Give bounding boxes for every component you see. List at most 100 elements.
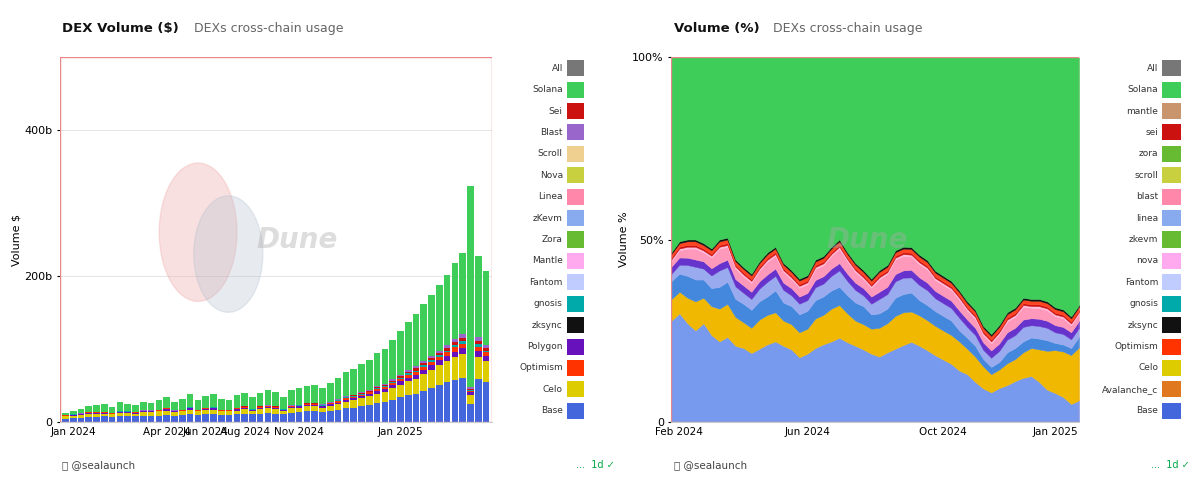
Bar bbox=[436, 365, 442, 385]
Bar bbox=[1162, 317, 1181, 333]
Bar bbox=[381, 389, 388, 392]
Bar bbox=[265, 406, 271, 407]
Bar bbox=[116, 412, 123, 413]
Bar bbox=[62, 416, 68, 419]
Bar bbox=[444, 361, 451, 382]
Bar bbox=[567, 81, 584, 98]
Bar bbox=[405, 374, 411, 375]
Text: Volume (%): Volume (%) bbox=[674, 22, 759, 34]
Bar bbox=[218, 415, 224, 422]
Bar bbox=[60, 57, 492, 422]
Bar bbox=[359, 398, 364, 406]
Bar bbox=[234, 395, 240, 408]
Bar bbox=[319, 406, 326, 408]
Bar bbox=[296, 388, 302, 405]
Bar bbox=[257, 407, 264, 408]
Bar bbox=[381, 387, 388, 389]
Bar bbox=[452, 380, 458, 422]
Text: 🚣 @sealaunch: 🚣 @sealaunch bbox=[674, 460, 747, 470]
Bar bbox=[444, 382, 451, 422]
Bar bbox=[397, 385, 404, 398]
Y-axis label: Volume %: Volume % bbox=[620, 212, 629, 267]
Bar bbox=[288, 409, 295, 413]
Bar bbox=[281, 414, 287, 422]
Bar bbox=[475, 344, 482, 346]
Bar bbox=[421, 370, 427, 374]
Bar bbox=[374, 394, 380, 403]
Text: ...  1d ✓: ... 1d ✓ bbox=[1151, 460, 1189, 470]
Bar bbox=[265, 409, 271, 413]
Bar bbox=[428, 295, 435, 356]
Bar bbox=[265, 407, 271, 409]
Bar bbox=[234, 409, 240, 411]
Bar bbox=[567, 60, 584, 76]
Bar bbox=[327, 383, 333, 402]
Bar bbox=[567, 253, 584, 269]
Bar bbox=[468, 391, 474, 392]
Bar bbox=[296, 406, 302, 408]
Bar bbox=[85, 406, 92, 412]
Bar bbox=[140, 402, 146, 411]
Bar bbox=[210, 408, 217, 409]
Bar bbox=[94, 417, 100, 422]
Bar bbox=[1162, 253, 1181, 269]
Bar bbox=[140, 411, 146, 412]
Bar bbox=[147, 411, 155, 412]
Bar bbox=[350, 395, 357, 396]
Bar bbox=[436, 285, 442, 351]
Text: mantle: mantle bbox=[1126, 106, 1158, 115]
Bar bbox=[187, 408, 193, 409]
Bar bbox=[343, 402, 349, 409]
Bar bbox=[412, 314, 420, 366]
Bar bbox=[483, 271, 489, 345]
Text: Base: Base bbox=[541, 406, 562, 415]
Bar bbox=[567, 274, 584, 290]
Bar bbox=[101, 413, 108, 416]
Bar bbox=[436, 355, 442, 357]
Bar bbox=[179, 399, 186, 410]
Bar bbox=[125, 412, 131, 413]
Text: Scroll: Scroll bbox=[538, 149, 562, 159]
Bar bbox=[171, 412, 177, 416]
Bar bbox=[187, 394, 193, 407]
Bar bbox=[475, 341, 482, 344]
Bar bbox=[405, 375, 411, 378]
Bar bbox=[366, 405, 373, 422]
Text: Zora: Zora bbox=[542, 235, 562, 244]
Bar bbox=[405, 395, 411, 422]
Bar bbox=[241, 407, 248, 408]
Text: blast: blast bbox=[1135, 192, 1158, 201]
Bar bbox=[381, 384, 388, 385]
Bar bbox=[567, 339, 584, 354]
Bar bbox=[78, 415, 84, 418]
Bar bbox=[412, 368, 420, 371]
Bar bbox=[567, 381, 584, 398]
Bar bbox=[405, 372, 411, 374]
Bar bbox=[381, 385, 388, 386]
Bar bbox=[350, 397, 357, 398]
Bar bbox=[436, 353, 442, 355]
Bar bbox=[132, 405, 139, 412]
Bar bbox=[249, 397, 255, 409]
Bar bbox=[475, 379, 482, 422]
Bar bbox=[194, 411, 201, 415]
Bar bbox=[350, 408, 357, 422]
Bar bbox=[567, 103, 584, 119]
Bar bbox=[459, 253, 466, 334]
Bar bbox=[257, 409, 264, 413]
Bar bbox=[421, 361, 427, 363]
Text: Dune: Dune bbox=[826, 226, 908, 253]
Bar bbox=[234, 411, 240, 414]
Bar bbox=[366, 392, 373, 394]
Bar bbox=[1162, 403, 1181, 419]
Bar bbox=[194, 400, 201, 410]
Bar bbox=[312, 411, 318, 422]
Bar bbox=[444, 348, 451, 351]
Bar bbox=[1162, 231, 1181, 248]
Bar bbox=[327, 406, 333, 411]
Bar bbox=[343, 398, 349, 399]
Bar bbox=[444, 275, 451, 345]
Bar bbox=[281, 410, 287, 411]
Bar bbox=[405, 381, 411, 395]
Bar bbox=[109, 413, 115, 414]
